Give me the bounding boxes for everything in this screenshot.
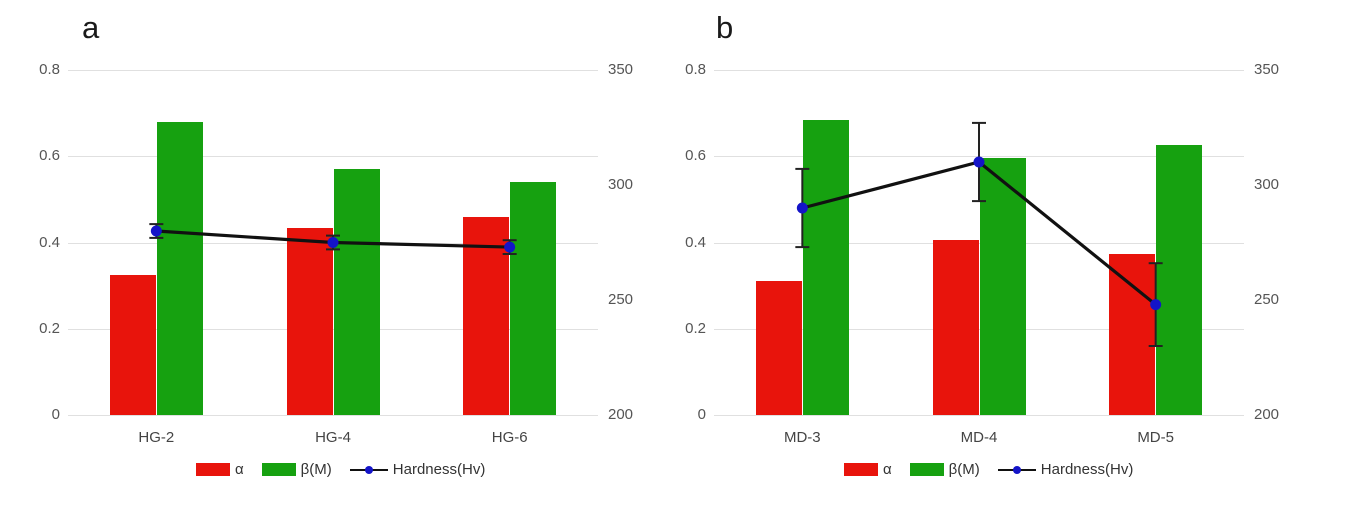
panel-a: a 0 0.2 0.4 0.6 0.8 200 250 300 350 HG-2 HG-4 HG-6 … <box>0 0 674 505</box>
legend-item-label: Hardness(Hv) <box>1040 461 1134 478</box>
gridline <box>714 328 1244 330</box>
bar-beta <box>333 169 380 415</box>
left-axis-tick-label: 0 <box>697 406 706 423</box>
legend-item-label: β(M) <box>300 461 332 478</box>
x-axis-category-label: MD-3 <box>783 429 821 446</box>
panel-b-legend: α β(M) Hardness(Hv) <box>844 462 1133 477</box>
right-axis-tick-label: 300 <box>608 176 634 193</box>
gridline <box>68 415 598 416</box>
panel-b-letter-text: b <box>716 10 734 45</box>
gridline <box>714 70 1244 71</box>
legend-line-marker-icon <box>997 463 1036 476</box>
bar-beta <box>510 182 557 415</box>
right-axis-tick-label: 250 <box>1254 291 1280 308</box>
x-axis-category-label: MD-5 <box>1137 429 1174 446</box>
panel-a-letter: a <box>82 12 99 43</box>
left-axis-tick-label: 0.4 <box>685 233 706 251</box>
panel-b: b 0 0.2 0.4 0.6 0.8 200 250 300 350 MD-3 MD-4 MD-5 … <box>674 0 1348 505</box>
left-axis-tick-label: 0.8 <box>685 61 706 78</box>
legend-swatch-icon <box>196 463 230 476</box>
panel-b-plot-area: 0 0.2 0.4 0.6 0.8 200 250 300 350 MD-3 MD-4 MD-5 <box>685 62 1279 445</box>
legend-item-hardness[interactable]: Hardness(Hv) <box>349 461 486 478</box>
legend-item-label: β(M) <box>948 461 980 478</box>
x-axis-category-label: HG-2 <box>138 429 175 446</box>
left-axis-tick-label: 0 <box>51 406 60 423</box>
left-axis-tick-label: 0.2 <box>39 319 60 337</box>
left-axis-tick-label: 0.6 <box>685 147 706 165</box>
legend-item-label: Hardness(Hv) <box>392 461 486 478</box>
panel-a-plot-area: 0 0.2 0.4 0.6 0.8 200 250 300 350 HG-2 HG-4 HG-6 <box>39 62 633 445</box>
bar-beta <box>156 121 203 415</box>
x-axis-category-label: MD-4 <box>960 429 998 446</box>
legend-swatch-icon <box>909 463 944 476</box>
legend-item-alpha[interactable]: α <box>196 462 244 477</box>
bar-beta <box>979 157 1026 415</box>
gridline <box>68 156 598 158</box>
bar-alpha <box>755 281 802 415</box>
panel-b-letter: b <box>716 12 733 43</box>
x-axis-category-label: HG-4 <box>315 429 351 446</box>
bar-alpha <box>1109 253 1156 415</box>
right-axis-tick-label: 250 <box>608 291 634 308</box>
right-axis-tick-label: 350 <box>608 61 634 78</box>
bar-alpha <box>286 228 333 415</box>
right-axis-tick-label: 300 <box>1254 176 1280 193</box>
gridline <box>68 328 598 330</box>
right-axis-tick-label: 200 <box>1254 406 1280 423</box>
gridline <box>714 415 1244 416</box>
bar-alpha <box>109 274 156 415</box>
gridline <box>68 70 598 71</box>
legend-item-label: α <box>883 461 892 478</box>
legend-item-beta[interactable]: β(M) <box>261 461 332 478</box>
bar-beta <box>802 119 849 415</box>
legend-swatch-icon <box>844 463 878 476</box>
legend-swatch-icon <box>261 463 296 476</box>
bar-alpha <box>463 216 510 415</box>
bar-beta <box>1156 144 1203 415</box>
legend-line-marker-icon <box>349 463 388 476</box>
left-axis-tick-label: 0.2 <box>685 319 706 337</box>
panel-a-letter-text: a <box>82 10 100 45</box>
legend-item-beta[interactable]: β(M) <box>909 461 980 478</box>
left-axis-tick-label: 0.6 <box>39 147 60 165</box>
bar-alpha <box>932 240 979 415</box>
left-axis-tick-label: 0.4 <box>39 233 60 251</box>
right-axis-tick-label: 200 <box>608 406 634 423</box>
right-axis-tick-label: 350 <box>1254 61 1280 78</box>
legend-item-alpha[interactable]: α <box>844 462 892 477</box>
left-axis-tick-label: 0.8 <box>39 61 60 78</box>
x-axis-category-label: HG-6 <box>491 429 528 446</box>
legend-item-hardness[interactable]: Hardness(Hv) <box>997 461 1134 478</box>
panel-a-legend: α β(M) Hardness(Hv) <box>196 462 485 477</box>
legend-item-label: α <box>235 461 244 478</box>
